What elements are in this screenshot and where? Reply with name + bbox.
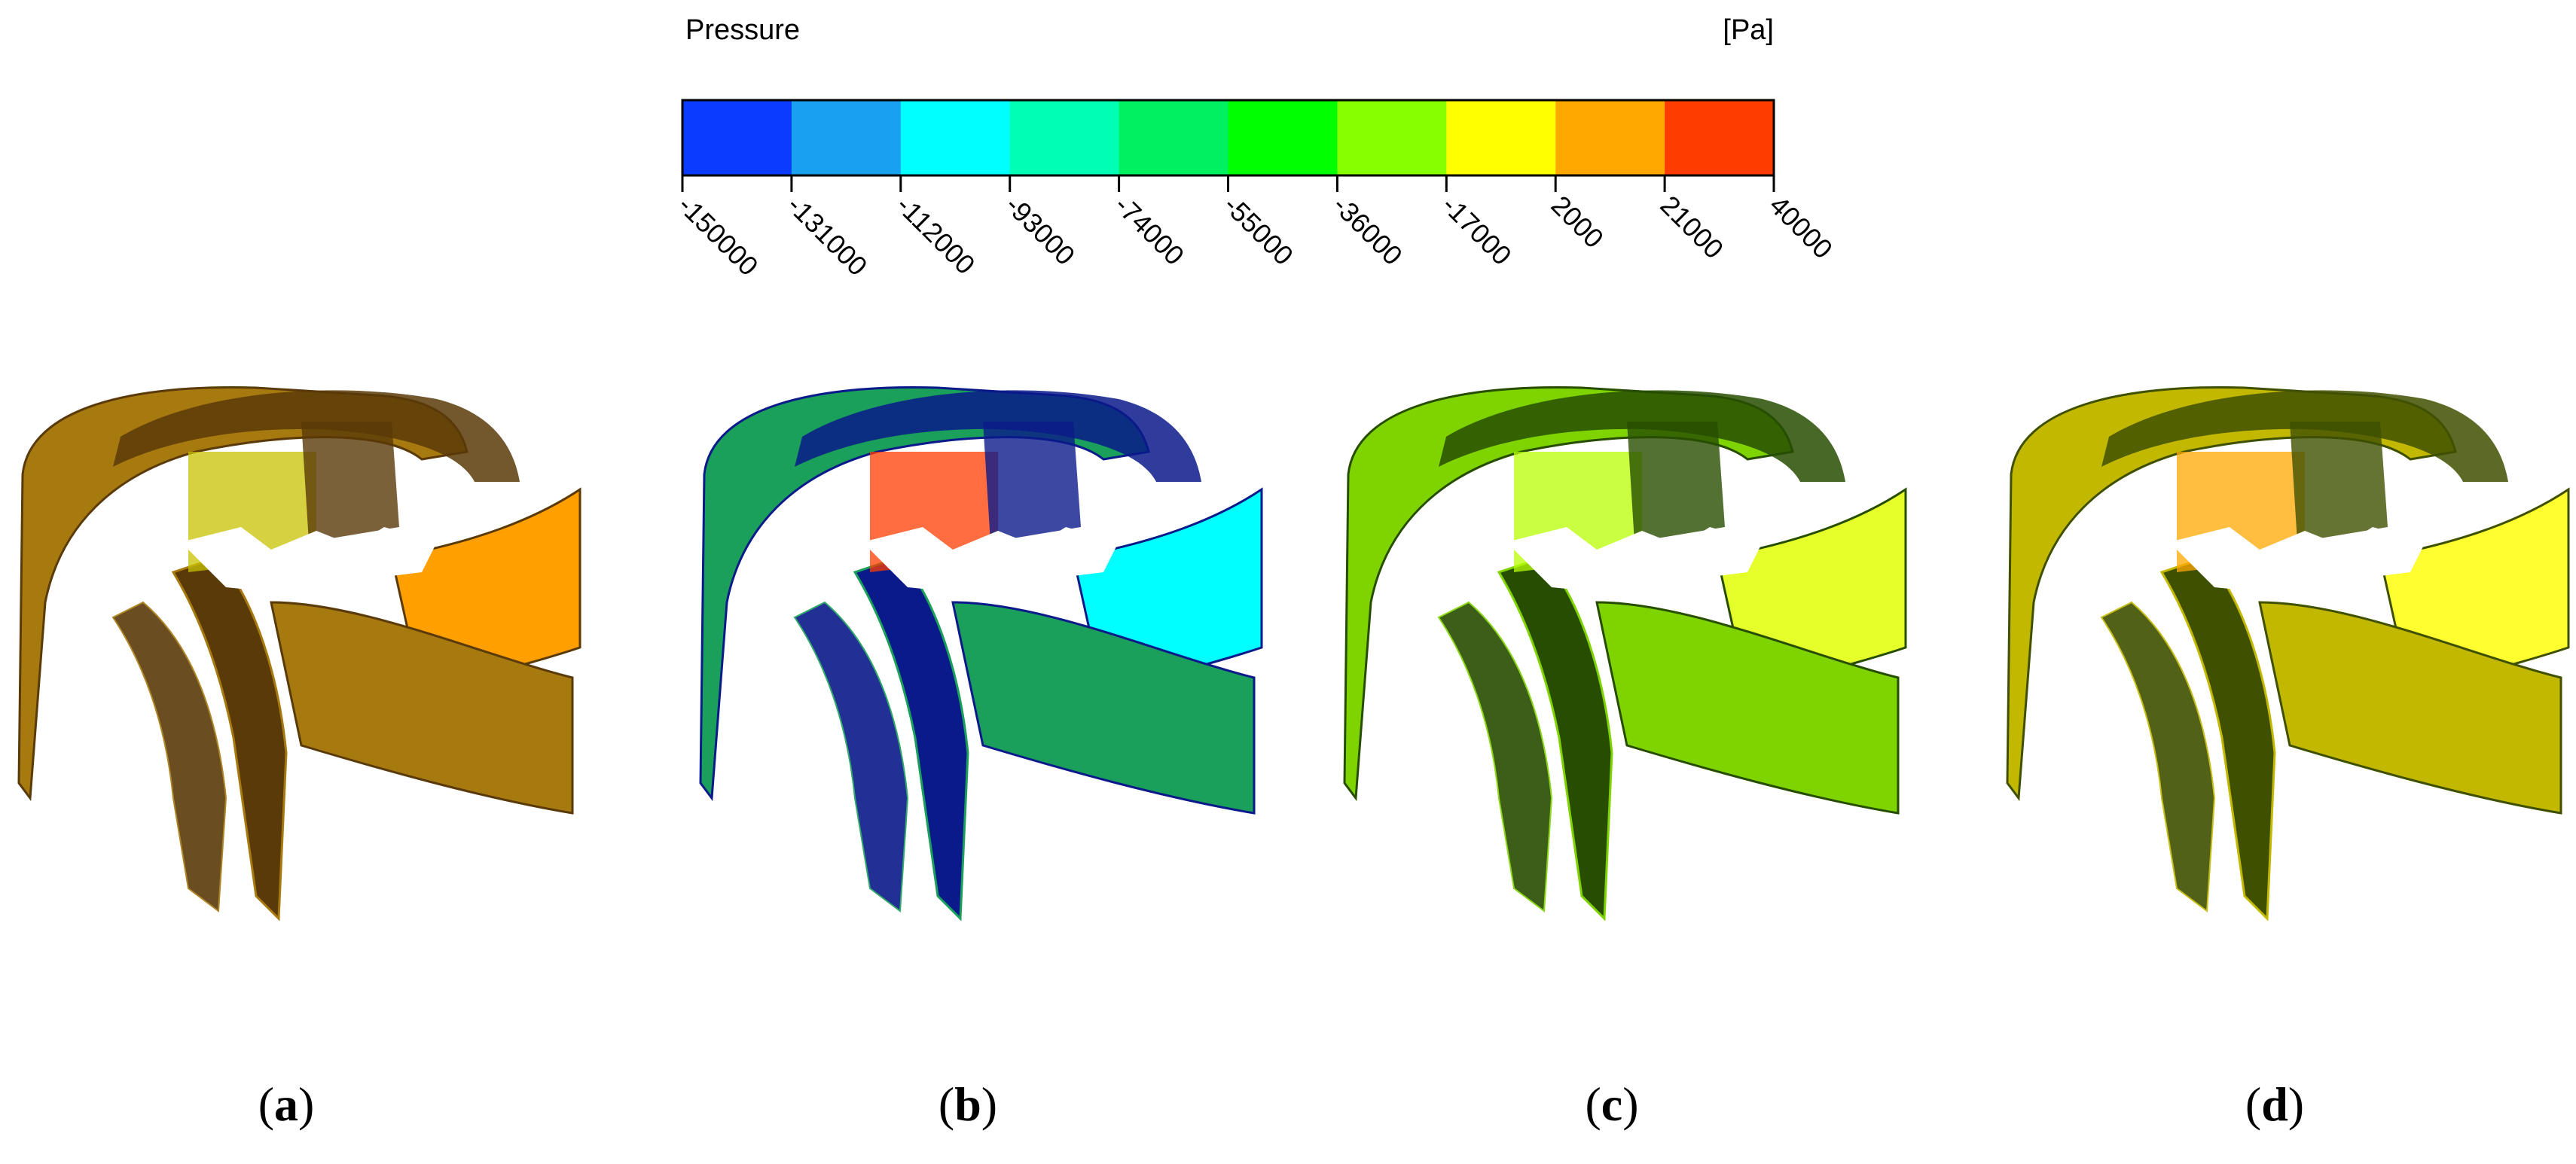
colorbar-swatch: [682, 100, 792, 175]
impeller-d: [2006, 386, 2570, 922]
colorbar-swatch: [1009, 100, 1120, 175]
blade-hub-strip: [2290, 422, 2388, 542]
colorbar-tick-label: -17000: [1436, 190, 1518, 271]
caption-c-label: c: [1601, 1077, 1623, 1131]
blade-shroud: [2101, 390, 2508, 482]
blade-shroud: [795, 390, 1201, 482]
colorbar-tick-label: -112000: [890, 190, 981, 281]
blade-shroud: [113, 390, 520, 482]
colorbar-unit: [Pa]: [1723, 14, 1774, 46]
colorbar-tick-label: -93000: [1000, 190, 1081, 271]
colorbar-swatch: [1119, 100, 1228, 175]
hub-opening: [862, 527, 1119, 595]
blade-front-1: [2159, 556, 2276, 922]
colorbar-swatches: [682, 100, 1775, 175]
blade-front-2: [111, 601, 227, 913]
blade-front-2: [793, 601, 909, 913]
caption-a-label: a: [274, 1077, 298, 1131]
colorbar-tick-label: -131000: [781, 190, 873, 282]
caption-d: (d): [2245, 1077, 2305, 1131]
blade-front-1: [853, 556, 969, 922]
blade-hub-strip: [983, 422, 1081, 542]
colorbar-swatch: [1337, 100, 1447, 175]
colorbar-tick-label: -150000: [672, 190, 764, 282]
colorbar-swatch: [1446, 100, 1556, 175]
colorbar-swatch: [1228, 100, 1338, 175]
caption-d-label: d: [2261, 1077, 2288, 1131]
colorbar-swatch: [1555, 100, 1665, 175]
blade-right-lower: [270, 601, 574, 815]
blade-hub-strip: [1627, 422, 1725, 542]
colorbar-tick-label: 21000: [1654, 190, 1729, 265]
colorbar-swatch: [791, 100, 902, 175]
pressure-colorbar: Pressure [Pa] -150000 -131000 -112000 -9300…: [672, 14, 1839, 282]
blade-shroud: [1439, 390, 1845, 482]
blade-hub-strip: [301, 422, 399, 542]
caption-b: (b): [938, 1077, 998, 1131]
impeller-b: [699, 386, 1263, 922]
blade-front-1: [171, 556, 288, 922]
impeller-c: [1343, 386, 1907, 922]
impeller-panels: [17, 386, 2570, 922]
blade-front-2: [2100, 601, 2216, 913]
caption-c: (c): [1585, 1077, 1639, 1131]
colorbar-title: Pressure: [685, 14, 800, 46]
hub-opening: [2169, 527, 2425, 595]
caption-a: (a): [258, 1077, 315, 1131]
colorbar-ticks: -150000 -131000 -112000 -93000 -74000 -55000-…: [672, 175, 1839, 282]
colorbar-swatch: [1665, 100, 1775, 175]
colorbar-tick-label: -55000: [1218, 190, 1299, 271]
blade-right-lower: [1595, 601, 1900, 815]
colorbar-tick-label: 40000: [1763, 190, 1839, 265]
colorbar-tick-label: -36000: [1327, 190, 1409, 271]
impeller-a: [17, 386, 581, 922]
hub-opening: [181, 527, 437, 595]
colorbar-swatch: [900, 100, 1011, 175]
colorbar-tick-label: 2000: [1546, 190, 1610, 254]
caption-b-label: b: [954, 1077, 981, 1131]
blade-right-lower: [951, 601, 1256, 815]
hub-opening: [1506, 527, 1763, 595]
colorbar-tick-label: -74000: [1109, 190, 1190, 271]
blade-front-2: [1437, 601, 1553, 913]
blade-right-lower: [2258, 601, 2562, 815]
blade-front-1: [1497, 556, 1613, 922]
